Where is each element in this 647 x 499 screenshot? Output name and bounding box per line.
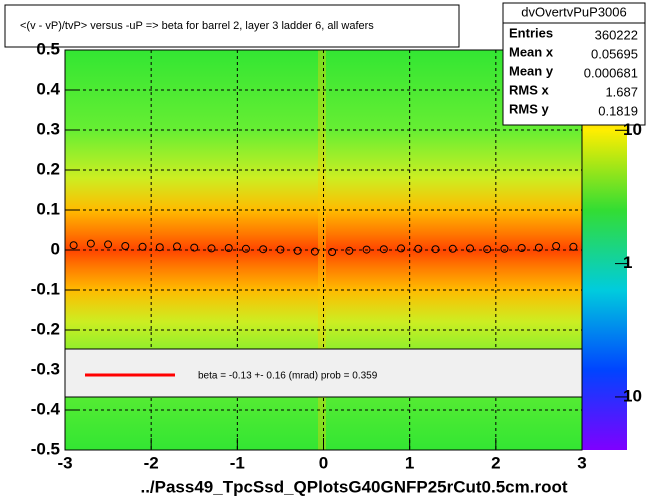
profile-point <box>259 245 268 254</box>
x-tick-label: -1 <box>230 453 245 472</box>
x-axis-label: ../Pass49_TpcSsd_QPlotsG40GNFP25rCut0.5c… <box>140 477 567 496</box>
profile-point <box>328 248 337 256</box>
z-tick-label: 10 <box>623 386 642 405</box>
profile-point <box>293 246 302 255</box>
x-tick-label: -3 <box>57 453 72 472</box>
profile-point <box>465 244 474 253</box>
legend-box <box>64 348 583 398</box>
y-tick-label: 0.5 <box>36 39 60 58</box>
z-tick-label: 10 <box>623 120 642 139</box>
profile-point <box>362 245 371 254</box>
profile-point <box>310 247 319 256</box>
profile-point <box>104 240 113 249</box>
profile-point <box>431 245 440 254</box>
profile-point <box>414 244 423 253</box>
profile-point <box>190 243 199 252</box>
x-tick-label: 0 <box>319 453 328 472</box>
x-tick-label: 1 <box>405 453 414 472</box>
stats-value: 0.000681 <box>584 65 638 80</box>
profile-point <box>207 244 216 253</box>
stats-label: RMS x <box>509 82 550 97</box>
y-tick-label: 0.2 <box>36 159 60 178</box>
profile-point <box>155 243 164 252</box>
profile-point <box>224 244 233 252</box>
stats-value: 0.05695 <box>591 46 638 61</box>
heatmap-column <box>318 50 326 450</box>
profile-point <box>397 244 406 253</box>
y-tick-label: 0.4 <box>36 79 60 98</box>
x-tick-label: -2 <box>144 453 159 472</box>
title-box <box>4 4 460 48</box>
profile-point <box>552 242 561 250</box>
stats-value: 1.687 <box>605 84 638 99</box>
x-tick-label: 2 <box>491 453 500 472</box>
stats-title: dvOvertvPuP3006 <box>521 4 627 19</box>
z-tick-label: 1 <box>623 253 632 272</box>
profile-point <box>86 239 95 248</box>
y-tick-label: 0.3 <box>36 119 60 138</box>
profile-point <box>276 245 285 254</box>
profile-point <box>241 244 250 253</box>
profile-point <box>379 245 388 254</box>
profile-point <box>569 242 578 251</box>
y-tick-label: -0.5 <box>31 439 60 458</box>
y-tick-label: -0.3 <box>31 359 60 378</box>
profile-point <box>500 244 509 253</box>
profile-point <box>448 244 457 253</box>
stats-label: RMS y <box>509 101 550 116</box>
profile-point <box>483 245 492 254</box>
stats-value: 0.1819 <box>598 103 638 118</box>
frame <box>64 49 583 451</box>
stats-label: Entries <box>509 25 553 40</box>
y-tick-label: 0 <box>51 239 60 258</box>
profile-point <box>173 242 182 251</box>
profile-point <box>517 244 526 252</box>
profile-point <box>345 246 354 255</box>
x-tick-label: 3 <box>577 453 586 472</box>
profile-point <box>121 242 130 250</box>
y-tick-label: -0.2 <box>31 319 60 338</box>
chart-title: <(v - vP)/tvP> versus -uP => beta for ba… <box>20 20 374 32</box>
y-tick-label: -0.4 <box>31 399 61 418</box>
legend-text: beta = -0.13 +- 0.16 (mrad) prob = 0.359 <box>198 371 378 382</box>
stats-value: 360222 <box>595 27 638 42</box>
stats-label: Mean y <box>509 63 554 78</box>
profile-point <box>69 241 78 250</box>
profile-point <box>138 242 147 251</box>
y-tick-label: 0.1 <box>36 199 60 218</box>
y-tick-label: -0.1 <box>31 279 60 298</box>
stats-label: Mean x <box>509 44 554 59</box>
profile-point <box>534 243 543 252</box>
